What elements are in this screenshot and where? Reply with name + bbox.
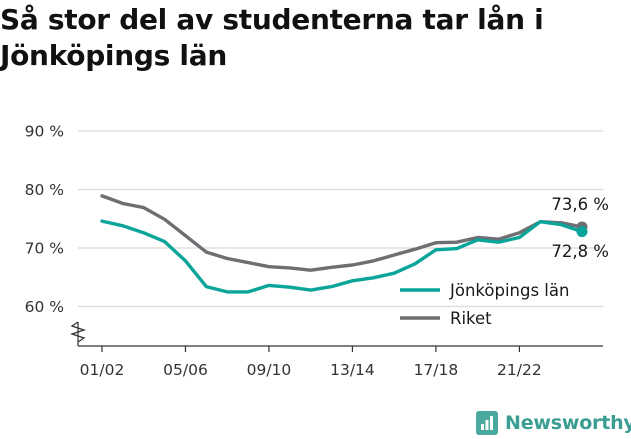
legend: Jönköpings län Riket [400,281,569,328]
brand-logo[interactable]: Newsworthy [476,408,631,438]
brand-name: Newsworthy [505,412,631,434]
series-line-riket [100,194,584,272]
y-tick-label: 80 % [25,181,64,199]
x-tick-label: 13/14 [330,361,375,379]
x-tick-label: 17/18 [414,361,459,379]
series-lines [100,194,588,294]
grid-lines [78,130,603,308]
x-tick-label: 05/06 [163,361,208,379]
y-tick-label: 60 % [25,298,64,316]
chart-title: Så stor del av studenterna tar lån i Jön… [0,3,544,72]
legend-label: Riket [450,309,492,328]
legend-label: Jönköpings län [449,281,569,300]
x-tick-label: 01/02 [80,361,125,379]
y-tick-label: 90 % [25,123,64,141]
end-point-jonkoping [576,226,588,238]
x-axis-ticks: 01/02 05/06 09/10 13/14 17/18 21/22 [80,346,542,379]
series-line-jonkoping [100,219,584,294]
y-axis-ticks: 60 % 70 % 80 % 90 % [25,123,64,317]
y-tick-label: 70 % [25,240,64,258]
end-label-jonkoping: 72,8 % [551,242,609,261]
x-tick-label: 21/22 [497,361,542,379]
bar-chart-logo-icon [476,411,498,435]
axis-break-icon [69,321,87,346]
end-label-riket: 73,6 % [551,195,609,214]
x-tick-label: 09/10 [247,361,292,379]
end-labels: 73,6 % 72,8 % [551,195,609,261]
